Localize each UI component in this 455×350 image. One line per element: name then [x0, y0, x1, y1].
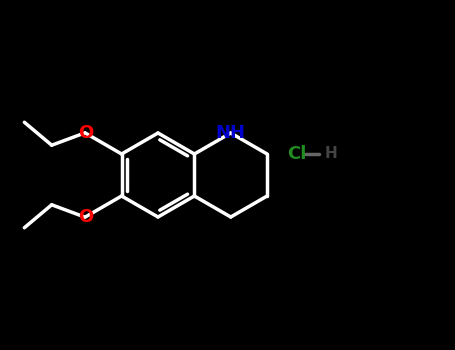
Text: NH: NH [216, 124, 246, 142]
Text: O: O [78, 124, 93, 142]
Text: H: H [325, 147, 338, 161]
Text: O: O [78, 208, 93, 226]
Text: Cl: Cl [287, 145, 307, 163]
